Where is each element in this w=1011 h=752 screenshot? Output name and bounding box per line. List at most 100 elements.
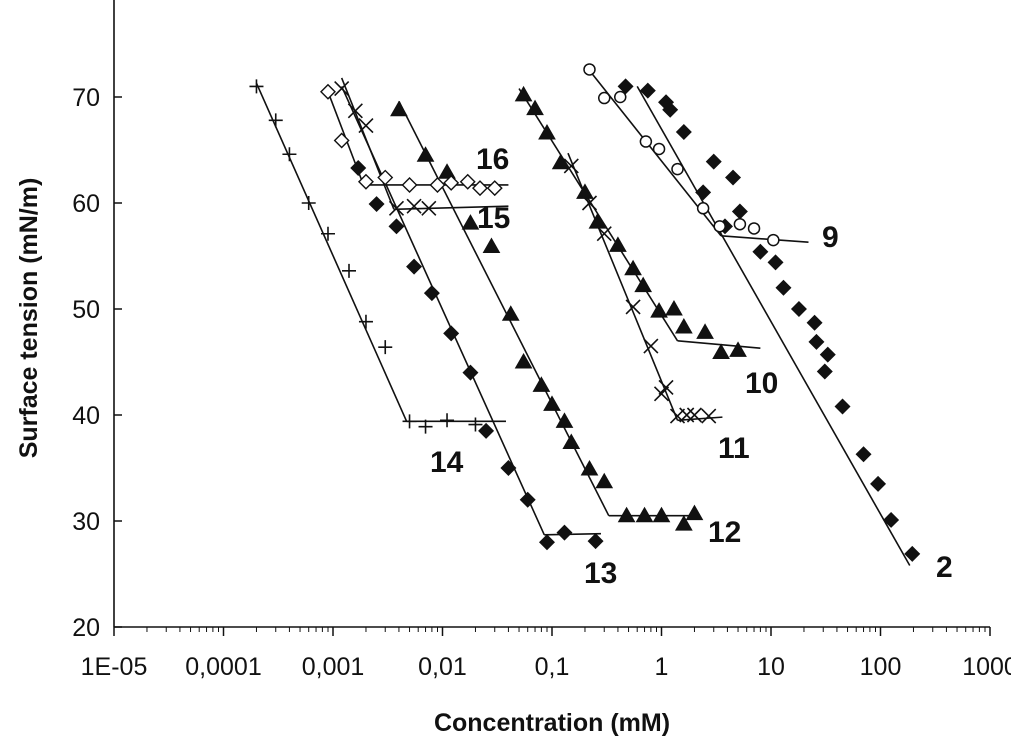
data-point-series-12 (461, 214, 480, 230)
series-label-13: 13 (584, 557, 617, 590)
data-point-series-2 (808, 333, 825, 350)
y-axis-title: Surface tension (mN/m) (15, 178, 43, 459)
data-point-series-9 (613, 90, 627, 104)
data-point-series-9 (767, 233, 780, 247)
data-point-series-12 (562, 433, 581, 450)
data-point-series-13 (478, 422, 495, 439)
data-point-series-2 (662, 101, 679, 118)
data-point-series-16 (357, 173, 374, 190)
data-point-series-2 (834, 398, 851, 415)
series-label-11: 11 (718, 432, 750, 465)
data-point-series-15 (388, 200, 405, 216)
data-point-series-10 (712, 343, 730, 359)
data-point-series-10 (624, 259, 642, 276)
x-tick-label: 1E-05 (81, 653, 148, 681)
data-point-series-9 (583, 63, 596, 76)
data-point-series-9 (671, 162, 684, 176)
data-point-series-2 (767, 254, 784, 271)
y-ticks: 20 30 40 50 60 70 (72, 84, 122, 642)
data-point-series-12 (685, 504, 704, 521)
data-point-series-2 (816, 363, 833, 380)
data-point-series-13 (556, 524, 573, 541)
data-point-series-9 (713, 220, 726, 233)
data-point-series-12 (390, 100, 408, 117)
data-point-series-14 (320, 226, 335, 241)
fit-line-14 (255, 82, 408, 422)
data-point-series-16 (472, 180, 488, 197)
data-point-series-14 (249, 79, 264, 94)
fit-line-15 (340, 77, 395, 210)
data-point-series-9 (597, 91, 611, 105)
series-label-15: 15 (477, 202, 510, 235)
data-point-series-12 (532, 376, 551, 392)
data-point-series-11 (581, 195, 598, 211)
data-point-series-10 (665, 299, 683, 316)
data-point-series-12 (674, 515, 693, 531)
data-point-series-10 (588, 213, 607, 229)
data-point-series-9 (747, 222, 761, 235)
x-ticks: 1E-05 0,0001 0,001 0,01 0,1 1 10 100 1000 (81, 627, 1011, 681)
data-point-series-15 (358, 118, 374, 134)
y-tick-label: 20 (72, 614, 100, 642)
data-point-series-12 (580, 460, 599, 476)
data-point-series-2 (870, 475, 887, 492)
data-point-series-12 (501, 305, 520, 321)
data-point-series-10 (538, 124, 556, 140)
data-point-series-10 (526, 99, 544, 116)
data-point-series-14 (468, 417, 483, 432)
data-point-series-14 (418, 419, 433, 434)
data-point-series-11 (679, 407, 695, 423)
x-tick-label: 100 (860, 653, 902, 681)
fit-line-9 (721, 235, 809, 244)
y-tick-label: 30 (72, 508, 100, 536)
fit-line-15 (393, 205, 509, 211)
data-point-series-12 (652, 506, 671, 523)
data-point-series-11 (563, 158, 579, 174)
data-point-series-2 (806, 314, 823, 331)
data-point-series-12 (617, 506, 636, 523)
data-point-series-15 (334, 80, 350, 97)
data-points (249, 63, 921, 562)
data-point-series-16 (486, 180, 503, 197)
data-point-series-13 (519, 491, 536, 508)
data-point-series-15 (406, 198, 422, 214)
data-point-series-11 (653, 386, 670, 402)
data-point-series-12 (595, 472, 614, 489)
data-point-series-10 (576, 183, 594, 199)
data-point-series-13 (462, 364, 479, 381)
data-point-series-16 (377, 169, 394, 186)
data-point-series-2 (695, 184, 712, 201)
data-point-series-13 (538, 534, 555, 551)
data-point-series-10 (551, 153, 570, 170)
data-point-series-10 (514, 85, 533, 102)
series-label-10: 10 (745, 367, 778, 400)
data-point-series-10 (696, 323, 714, 339)
y-tick-label: 50 (72, 296, 100, 324)
data-point-series-2 (725, 169, 742, 186)
data-point-series-12 (514, 352, 533, 369)
fit-line-10 (677, 340, 761, 350)
axes (113, 0, 990, 628)
data-point-series-14 (301, 196, 316, 210)
data-point-series-12 (635, 506, 654, 523)
fit-line-13 (544, 532, 601, 536)
data-point-series-11 (701, 408, 717, 424)
data-point-series-14 (402, 414, 417, 429)
data-point-series-14 (342, 263, 357, 278)
data-point-series-16 (333, 132, 350, 149)
data-point-series-13 (423, 285, 440, 302)
series-labels: 2 9 10 11 12 13 14 15 16 (430, 143, 953, 590)
data-point-series-16 (429, 176, 446, 193)
data-point-series-11 (658, 379, 674, 396)
data-point-series-16 (443, 174, 460, 191)
data-point-series-2 (617, 78, 634, 95)
data-point-series-2 (639, 82, 656, 99)
data-point-series-10 (609, 236, 627, 252)
data-point-series-13 (500, 460, 517, 476)
data-point-series-2 (675, 123, 692, 140)
data-point-series-10 (674, 318, 693, 334)
data-point-series-11 (596, 226, 612, 242)
data-point-series-16 (401, 176, 418, 193)
data-point-series-11 (643, 338, 659, 354)
